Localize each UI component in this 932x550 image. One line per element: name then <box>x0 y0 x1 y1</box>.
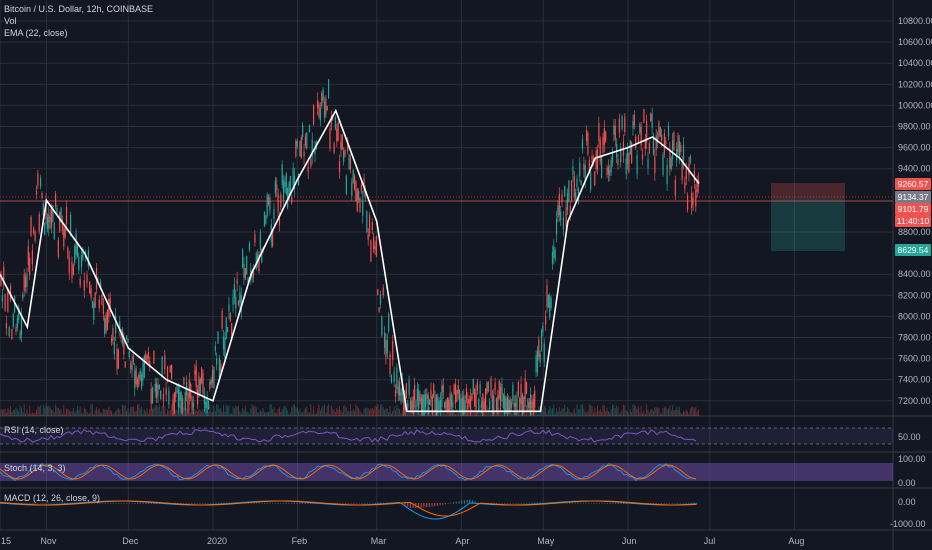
price-tick-label: 8200.00 <box>898 290 931 300</box>
grid-lines <box>0 0 893 530</box>
price-axis[interactable]: 10800.00 10600.00 10400.00 10200.00 10000.00… <box>898 16 932 406</box>
price-tick-label: 7400.00 <box>898 375 931 385</box>
volume-bars <box>0 404 700 416</box>
countdown-tag: 11:40:10 <box>895 215 931 227</box>
ema-legend[interactable]: EMA (22, close) <box>4 28 68 38</box>
stoch-axis-top: 100.00 <box>898 454 926 464</box>
price-tick-label: 10000.00 <box>898 100 932 110</box>
price-tick-label: 9600.00 <box>898 143 931 153</box>
time-tick-label: Dec <box>122 536 139 546</box>
stoch-axis-bottom: 0.00 <box>898 478 916 488</box>
time-tick-label: Aug <box>788 536 804 546</box>
macd-line <box>0 500 697 520</box>
price-tick-label: 7800.00 <box>898 333 931 343</box>
candlestick-series <box>0 78 700 416</box>
price-tick-label: 8800.00 <box>898 227 931 237</box>
time-tick-label: Jun <box>622 536 637 546</box>
price-tick-label: 9400.00 <box>898 164 931 174</box>
rsi-band <box>0 428 893 444</box>
volume-legend[interactable]: Vol <box>4 16 17 26</box>
ema-value-tag: 9260.57 <box>895 178 931 190</box>
macd-signal-line <box>0 500 697 517</box>
price-tick-label: 10200.00 <box>898 79 932 89</box>
macd-axis-top: 0.00 <box>898 497 916 507</box>
stoch-d-line <box>0 464 697 480</box>
price-tick-label: 7600.00 <box>898 354 931 364</box>
position-target-zone[interactable] <box>771 199 845 251</box>
time-tick-label: May <box>537 536 555 546</box>
stoch-k-line <box>0 463 697 482</box>
symbol-title[interactable]: Bitcoin / U.S. Dollar, 12h, COINBASE <box>4 4 154 14</box>
macd-axis-bottom: -1000.00 <box>890 519 926 529</box>
price-tick-label: 10600.00 <box>898 37 932 47</box>
rsi-line <box>0 428 697 443</box>
price-tick-label: 10800.00 <box>898 16 932 26</box>
target-price-tag: 8629.54 <box>895 244 931 256</box>
time-tick-label: Feb <box>292 536 308 546</box>
time-axis[interactable]: 15 Nov Dec 2020 Feb Mar Apr May Jun Jul Aug <box>1 536 804 546</box>
price-tick-label: 8000.00 <box>898 311 931 321</box>
macd-legend[interactable]: MACD (12, 26, close, 9) <box>4 493 101 503</box>
price-tick-label: 10400.00 <box>898 58 932 68</box>
price-tick-label: 8400.00 <box>898 269 931 279</box>
price-tick-label: 7200.00 <box>898 396 931 406</box>
time-tick-label: Nov <box>40 536 57 546</box>
time-tick-label: Apr <box>455 536 469 546</box>
position-stop-zone[interactable] <box>771 183 845 199</box>
time-tick-label: 2020 <box>207 536 227 546</box>
time-tick-label: 15 <box>1 536 11 546</box>
rsi-legend[interactable]: RSI (14, close) <box>4 425 64 435</box>
time-tick-label: Mar <box>371 536 387 546</box>
price-tick-label: 9800.00 <box>898 122 931 132</box>
rsi-axis-tick: 50.00 <box>898 432 921 442</box>
line-price-tag: 9101.79 <box>895 203 931 215</box>
last-price-tag: 9134.37 <box>895 191 931 203</box>
ema-line <box>0 108 700 413</box>
time-tick-label: Jul <box>704 536 716 546</box>
stoch-legend[interactable]: Stoch (14, 3, 3) <box>4 463 66 473</box>
